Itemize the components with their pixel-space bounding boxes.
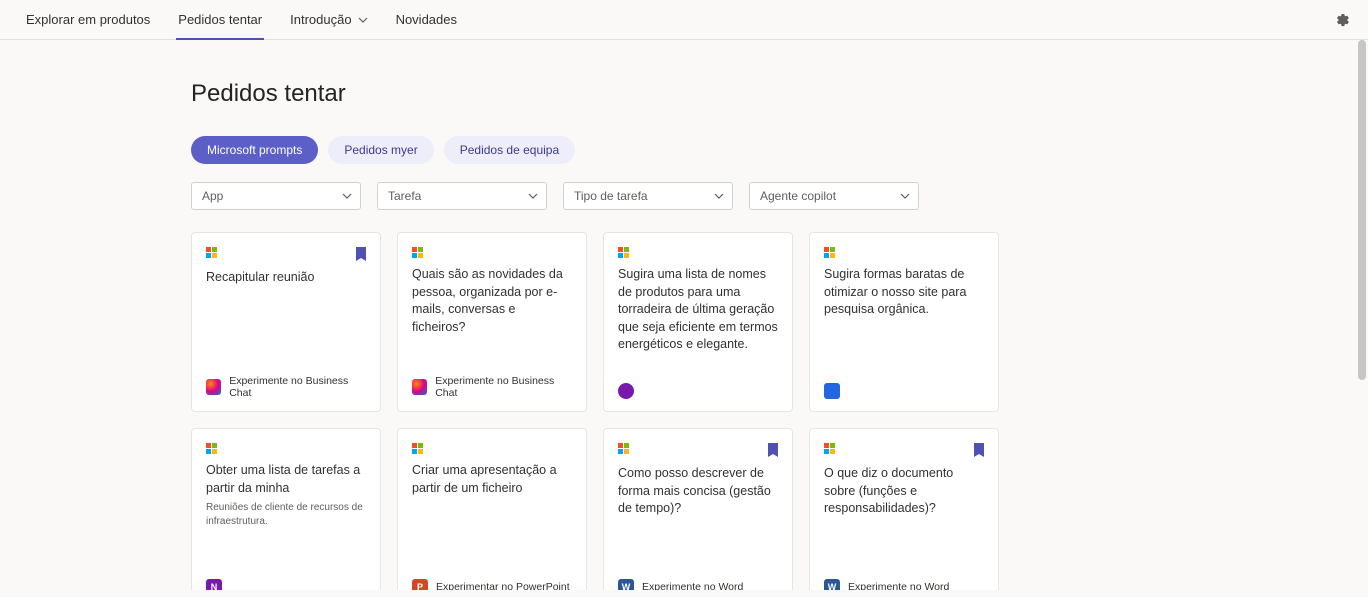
card-top	[412, 247, 572, 258]
card-text: Recapitular reunião	[206, 269, 366, 367]
prompt-card[interactable]: Criar uma apresentação a partir de um fi…	[397, 428, 587, 590]
scrollbar-thumb[interactable]	[1358, 40, 1366, 380]
filter-label: Agente copilot	[760, 189, 836, 203]
gear-icon[interactable]	[1334, 12, 1350, 28]
microsoft-logo-icon	[206, 443, 217, 454]
bookmark-icon[interactable]	[768, 443, 778, 457]
bookmark-icon[interactable]	[974, 443, 984, 457]
microsoft-logo-icon	[824, 443, 835, 454]
card-footer	[618, 383, 778, 399]
filter-select-3[interactable]: Agente copilot	[749, 182, 919, 210]
pill-1[interactable]: Pedidos myer	[328, 136, 433, 164]
card-footer-label: Experimente no Word	[848, 581, 949, 590]
card-text: Como posso descrever de forma mais conci…	[618, 465, 778, 571]
chevron-down-icon	[900, 191, 910, 201]
card-top	[206, 247, 366, 261]
prompt-card[interactable]: Sugira uma lista de nomes de produtos pa…	[603, 232, 793, 412]
microsoft-logo-icon	[412, 247, 423, 258]
nav-item-0[interactable]: Explorar em produtos	[12, 0, 164, 40]
prompt-card[interactable]: Como posso descrever de forma mais conci…	[603, 428, 793, 590]
card-top	[412, 443, 572, 454]
chevron-down-icon	[528, 191, 538, 201]
nav-item-3[interactable]: Novidades	[382, 0, 471, 40]
word-icon: W	[618, 579, 634, 590]
pill-row: Microsoft prompts Pedidos myer Pedidos de …	[191, 136, 1177, 164]
onenote-icon: N	[206, 579, 222, 590]
card-text: Obter uma lista de tarefas a partir da m…	[206, 462, 366, 571]
card-footer	[824, 383, 984, 399]
card-top	[206, 443, 366, 454]
card-top	[618, 443, 778, 457]
ppt-icon: P	[412, 579, 428, 590]
bookmark-icon[interactable]	[356, 247, 366, 261]
card-text: Sugira uma lista de nomes de produtos pa…	[618, 266, 778, 375]
card-footer: P Experimentar no PowerPoint	[412, 579, 572, 590]
card-footer: Experimente no Business Chat	[206, 375, 366, 399]
pill-0[interactable]: Microsoft prompts	[191, 136, 318, 164]
filter-label: App	[202, 189, 223, 203]
content-scroll[interactable]: Pedidos tentar Microsoft prompts Pedidos …	[0, 40, 1368, 590]
card-footer: Experimente no Business Chat	[412, 375, 572, 399]
card-footer-label: Experimente no Business Chat	[435, 375, 572, 399]
card-text: Quais são as novidades da pessoa, organi…	[412, 266, 572, 367]
nav-right	[1334, 12, 1356, 28]
scrollbar[interactable]	[1356, 40, 1366, 591]
card-footer-label: Experimentar no PowerPoint	[436, 581, 570, 590]
filter-select-1[interactable]: Tarefa	[377, 182, 547, 210]
card-top	[618, 247, 778, 258]
microsoft-logo-icon	[618, 247, 629, 258]
nav-item-2[interactable]: Introdução	[276, 0, 381, 40]
top-nav: Explorar em produtosPedidos tentarIntrod…	[0, 0, 1368, 40]
microsoft-logo-icon	[618, 443, 629, 454]
chevron-down-icon	[342, 191, 352, 201]
card-top	[824, 247, 984, 258]
filter-row: App Tarefa Tipo de tarefa Agente copilot	[191, 182, 1177, 210]
card-top	[824, 443, 984, 457]
prompt-card[interactable]: Obter uma lista de tarefas a partir da m…	[191, 428, 381, 590]
microsoft-logo-icon	[824, 247, 835, 258]
pill-2[interactable]: Pedidos de equipa	[444, 136, 575, 164]
filter-label: Tipo de tarefa	[574, 189, 648, 203]
filter-label: Tarefa	[388, 189, 421, 203]
prompt-card[interactable]: Quais são as novidades da pessoa, organi…	[397, 232, 587, 412]
prompt-card[interactable]: Recapitular reunião Experimente no Busine…	[191, 232, 381, 412]
clip-icon	[824, 383, 840, 399]
filter-select-0[interactable]: App	[191, 182, 361, 210]
chevron-down-icon	[714, 191, 724, 201]
page-title: Pedidos tentar	[191, 80, 1177, 108]
card-text: Criar uma apresentação a partir de um fi…	[412, 462, 572, 571]
word-icon: W	[824, 579, 840, 590]
chevron-down-icon	[358, 15, 368, 25]
card-text: O que diz o documento sobre (funções e r…	[824, 465, 984, 571]
card-footer: W Experimente no Word	[618, 579, 778, 590]
filter-select-2[interactable]: Tipo de tarefa	[563, 182, 733, 210]
chat-icon	[412, 379, 427, 395]
chat-icon	[206, 379, 221, 395]
card-footer-label: Experimente no Business Chat	[229, 375, 366, 399]
prompt-card[interactable]: Sugira formas baratas de otimizar o noss…	[809, 232, 999, 412]
card-subtext: Reuniões de cliente de recursos de infra…	[206, 501, 366, 529]
card-footer-label: Experimente no Word	[642, 581, 743, 590]
microsoft-logo-icon	[206, 247, 217, 258]
microsoft-logo-icon	[412, 443, 423, 454]
card-grid: Recapitular reunião Experimente no Busine…	[191, 232, 1177, 590]
card-text: Sugira formas baratas de otimizar o noss…	[824, 266, 984, 375]
loop-icon	[618, 383, 634, 399]
prompt-card[interactable]: O que diz o documento sobre (funções e r…	[809, 428, 999, 590]
nav-item-1[interactable]: Pedidos tentar	[164, 0, 276, 40]
card-footer: N	[206, 579, 366, 590]
card-footer: W Experimente no Word	[824, 579, 984, 590]
